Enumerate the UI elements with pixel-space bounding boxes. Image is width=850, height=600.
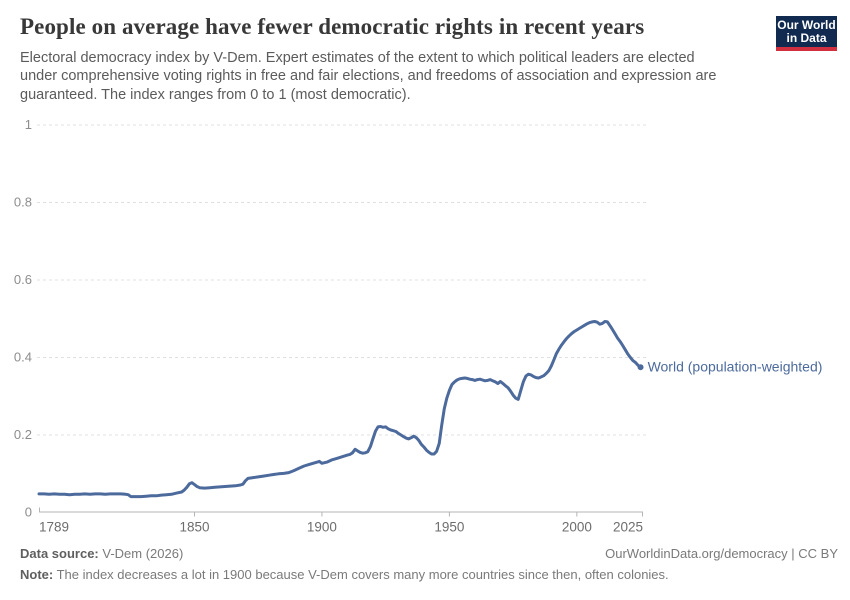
world-series-line[interactable] (37, 320, 643, 499)
y-axis: 0 0.2 0.4 0.6 0.8 1 (14, 117, 648, 520)
note-label: Note: (20, 567, 54, 582)
x-tick-label: 1789 (39, 520, 69, 535)
x-tick-label: 1850 (179, 520, 209, 535)
x-tick-label: 2025 (613, 520, 643, 535)
y-tick-label: 0.6 (14, 272, 32, 287)
series-label: World (population-weighted) (648, 359, 823, 375)
x-axis: 1789 1850 1900 1950 2000 2025 (39, 507, 643, 535)
y-tick-label: 0.8 (14, 195, 32, 210)
y-tick-label: 1 (25, 117, 32, 132)
data-source-label: Data source: (20, 546, 99, 561)
x-tick-label: 1900 (307, 520, 337, 535)
line-end-dot (637, 364, 644, 371)
x-tick-label: 2000 (562, 520, 592, 535)
owid-logo-text-line2: in Data (786, 30, 827, 45)
note-value: The index decreases a lot in 1900 becaus… (53, 567, 669, 582)
owid-logo-text-line1: Our World (777, 17, 836, 32)
data-source-value: V-Dem (2026) (98, 546, 184, 561)
data-source-row: Data source: V-Dem (2026) OurWorldinData… (20, 546, 838, 561)
chart-subtitle: Electoral democracy index by V-Dem. Expe… (20, 50, 717, 103)
chart-footer: Data source: V-Dem (2026) OurWorldinData… (20, 546, 838, 582)
y-tick-label: 0.4 (14, 350, 32, 365)
data-source-text: Data source: V-Dem (2026) (20, 546, 183, 561)
citation-link[interactable]: OurWorldinData.org/democracy | CC BY (605, 546, 838, 561)
x-tick-label: 1950 (434, 520, 464, 535)
page-title: People on average have fewer democratic … (20, 14, 645, 39)
owid-logo[interactable]: Our World in Data (776, 16, 837, 51)
note-row: Note: The index decreases a lot in 1900 … (20, 567, 838, 582)
owid-logo-accent-bar (776, 47, 837, 51)
y-tick-label: 0.2 (14, 427, 32, 442)
y-tick-label: 0 (25, 505, 32, 520)
